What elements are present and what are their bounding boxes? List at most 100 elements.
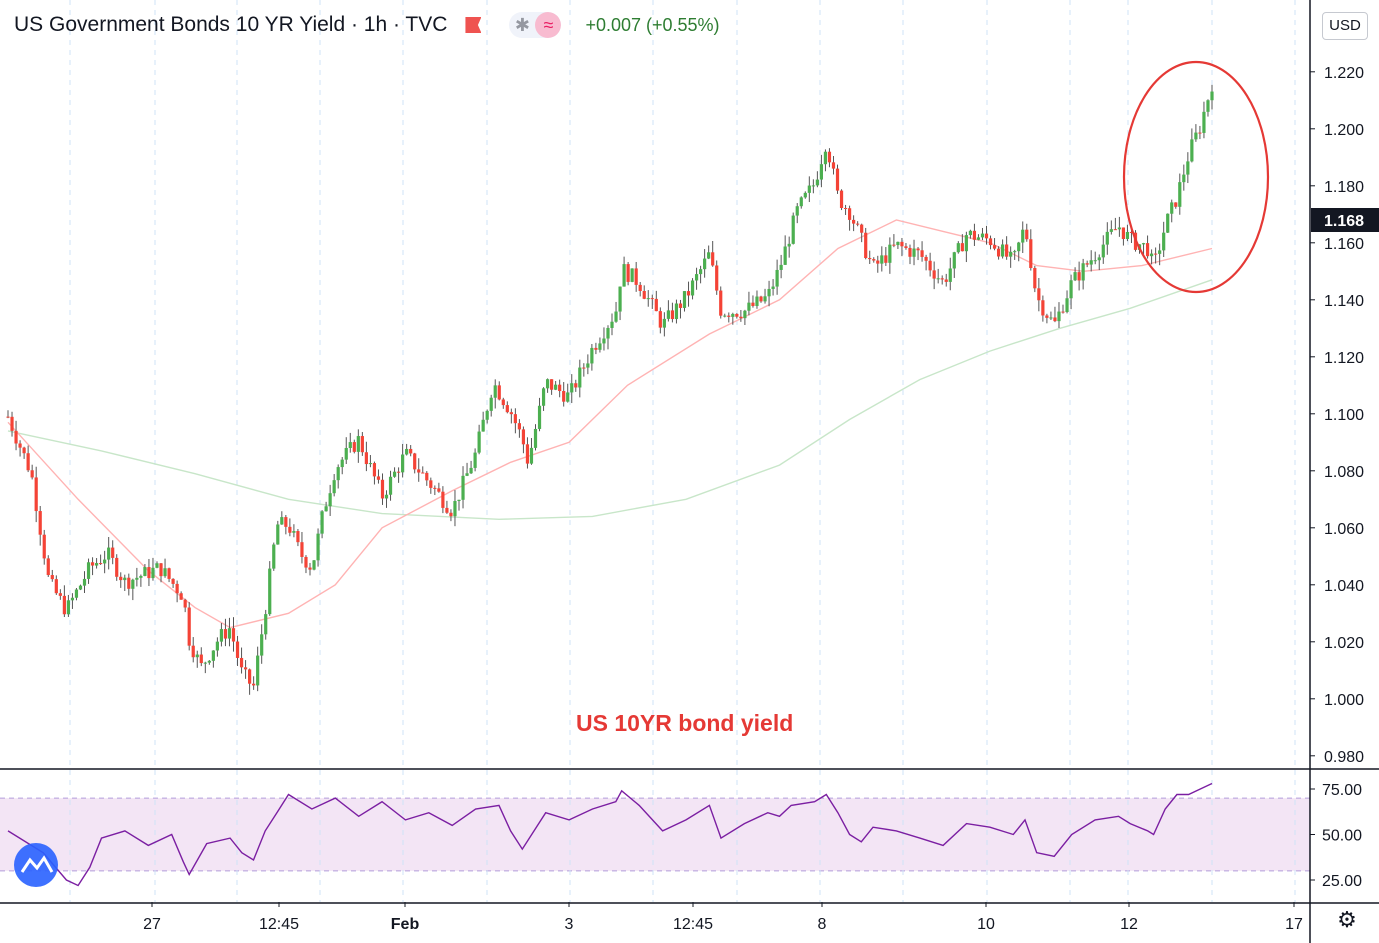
- candle-body: [916, 248, 920, 251]
- asterisk-icon[interactable]: ✱: [514, 15, 530, 35]
- candle-body: [570, 383, 574, 393]
- candle-body: [847, 208, 852, 220]
- candle-body: [948, 268, 952, 282]
- candle-body: [827, 151, 832, 163]
- candle-body: [1125, 231, 1130, 239]
- x-tick-label: Feb: [391, 916, 420, 933]
- approx-wave-icon[interactable]: ≈: [535, 12, 562, 38]
- candle-body: [1093, 260, 1097, 262]
- candle-body: [626, 264, 630, 282]
- rsi-tick-label: 50.00: [1322, 828, 1362, 845]
- symbol-title[interactable]: US Government Bonds 10 YR Yield · 1h · T…: [14, 13, 448, 36]
- x-tick-label: 8: [818, 916, 827, 933]
- candle-body: [231, 628, 236, 642]
- candle-body: [638, 284, 642, 292]
- candle-body: [22, 447, 26, 454]
- candle-body: [1109, 229, 1113, 232]
- flag-icon[interactable]: [465, 17, 482, 33]
- candle-body: [481, 419, 485, 432]
- candle-body: [614, 311, 618, 322]
- candle-body: [215, 641, 219, 651]
- candle-body: [533, 428, 538, 448]
- candle-body: [248, 669, 252, 684]
- candle-body: [807, 185, 811, 193]
- candle-body: [199, 654, 203, 664]
- candle-body: [401, 454, 405, 473]
- candle-body: [195, 654, 199, 658]
- candle-body: [876, 260, 880, 264]
- candle-body: [1021, 229, 1025, 243]
- candle-body: [747, 302, 751, 311]
- candle-body: [256, 655, 260, 686]
- last-price-label: 1.168: [1324, 213, 1364, 230]
- candle-body: [541, 388, 546, 406]
- candle-body: [239, 657, 244, 668]
- y-tick-label: 1.160: [1324, 236, 1364, 253]
- candle-body: [1041, 300, 1045, 316]
- candle-body: [10, 416, 14, 431]
- candle-body: [690, 280, 695, 296]
- candle-body: [46, 558, 50, 576]
- candle-body: [175, 583, 179, 594]
- candle-body: [1033, 268, 1037, 289]
- candle-body: [1162, 232, 1166, 251]
- price-change: +0.007 (+0.55%): [585, 14, 720, 35]
- candle-body: [449, 512, 453, 517]
- gear-icon[interactable]: ⚙: [1337, 907, 1357, 932]
- candle-body: [103, 559, 107, 564]
- candle-body: [308, 567, 312, 570]
- candle-body: [1081, 263, 1085, 281]
- candle-body: [1121, 227, 1126, 239]
- candle-body: [1037, 288, 1041, 301]
- candle-body: [396, 471, 401, 473]
- candle-body: [74, 589, 79, 598]
- candle-body: [646, 298, 650, 300]
- candle-body: [268, 568, 272, 615]
- candle-body: [123, 577, 127, 581]
- y-tick-label: 1.020: [1324, 635, 1364, 652]
- candle-body: [54, 579, 58, 594]
- candle-body: [139, 575, 143, 578]
- candle-body: [521, 429, 526, 445]
- candle-body: [1049, 317, 1053, 319]
- candle-body: [888, 244, 892, 263]
- candle-body: [976, 237, 981, 240]
- candle-body: [445, 507, 449, 513]
- candle-body: [767, 288, 771, 297]
- rsi-tick-label: 75.00: [1322, 782, 1362, 799]
- candle-body: [352, 442, 356, 452]
- candle-body: [823, 151, 828, 165]
- candle-body: [360, 436, 364, 453]
- candle-body: [1009, 251, 1013, 257]
- candle-body: [799, 197, 803, 207]
- candle-body: [151, 567, 155, 579]
- currency-button[interactable]: USD: [1322, 12, 1368, 40]
- candle-body: [421, 472, 425, 474]
- candle-body: [86, 562, 91, 579]
- last-price-badge: [1311, 208, 1379, 232]
- candle-body: [288, 526, 292, 533]
- candle-body: [284, 517, 288, 527]
- candle-body: [6, 416, 10, 418]
- candle-body: [594, 347, 598, 350]
- candle-body: [843, 208, 848, 210]
- candle-body: [658, 311, 662, 328]
- candle-body: [115, 557, 119, 577]
- candle-body: [429, 480, 433, 488]
- candle-body: [70, 597, 75, 601]
- candle-body: [642, 291, 646, 299]
- candle-body: [694, 274, 699, 281]
- candle-body: [312, 560, 316, 570]
- y-tick-label: 1.060: [1324, 521, 1364, 538]
- candle-body: [1149, 253, 1154, 257]
- candle-body: [956, 243, 960, 253]
- candle-body: [1202, 111, 1206, 133]
- candle-body: [678, 303, 683, 308]
- candle-body: [183, 599, 187, 608]
- candle-body: [864, 232, 868, 259]
- candle-body: [94, 563, 99, 566]
- candle-body: [1045, 315, 1049, 318]
- candle-body: [111, 547, 115, 558]
- candle-body: [340, 459, 344, 468]
